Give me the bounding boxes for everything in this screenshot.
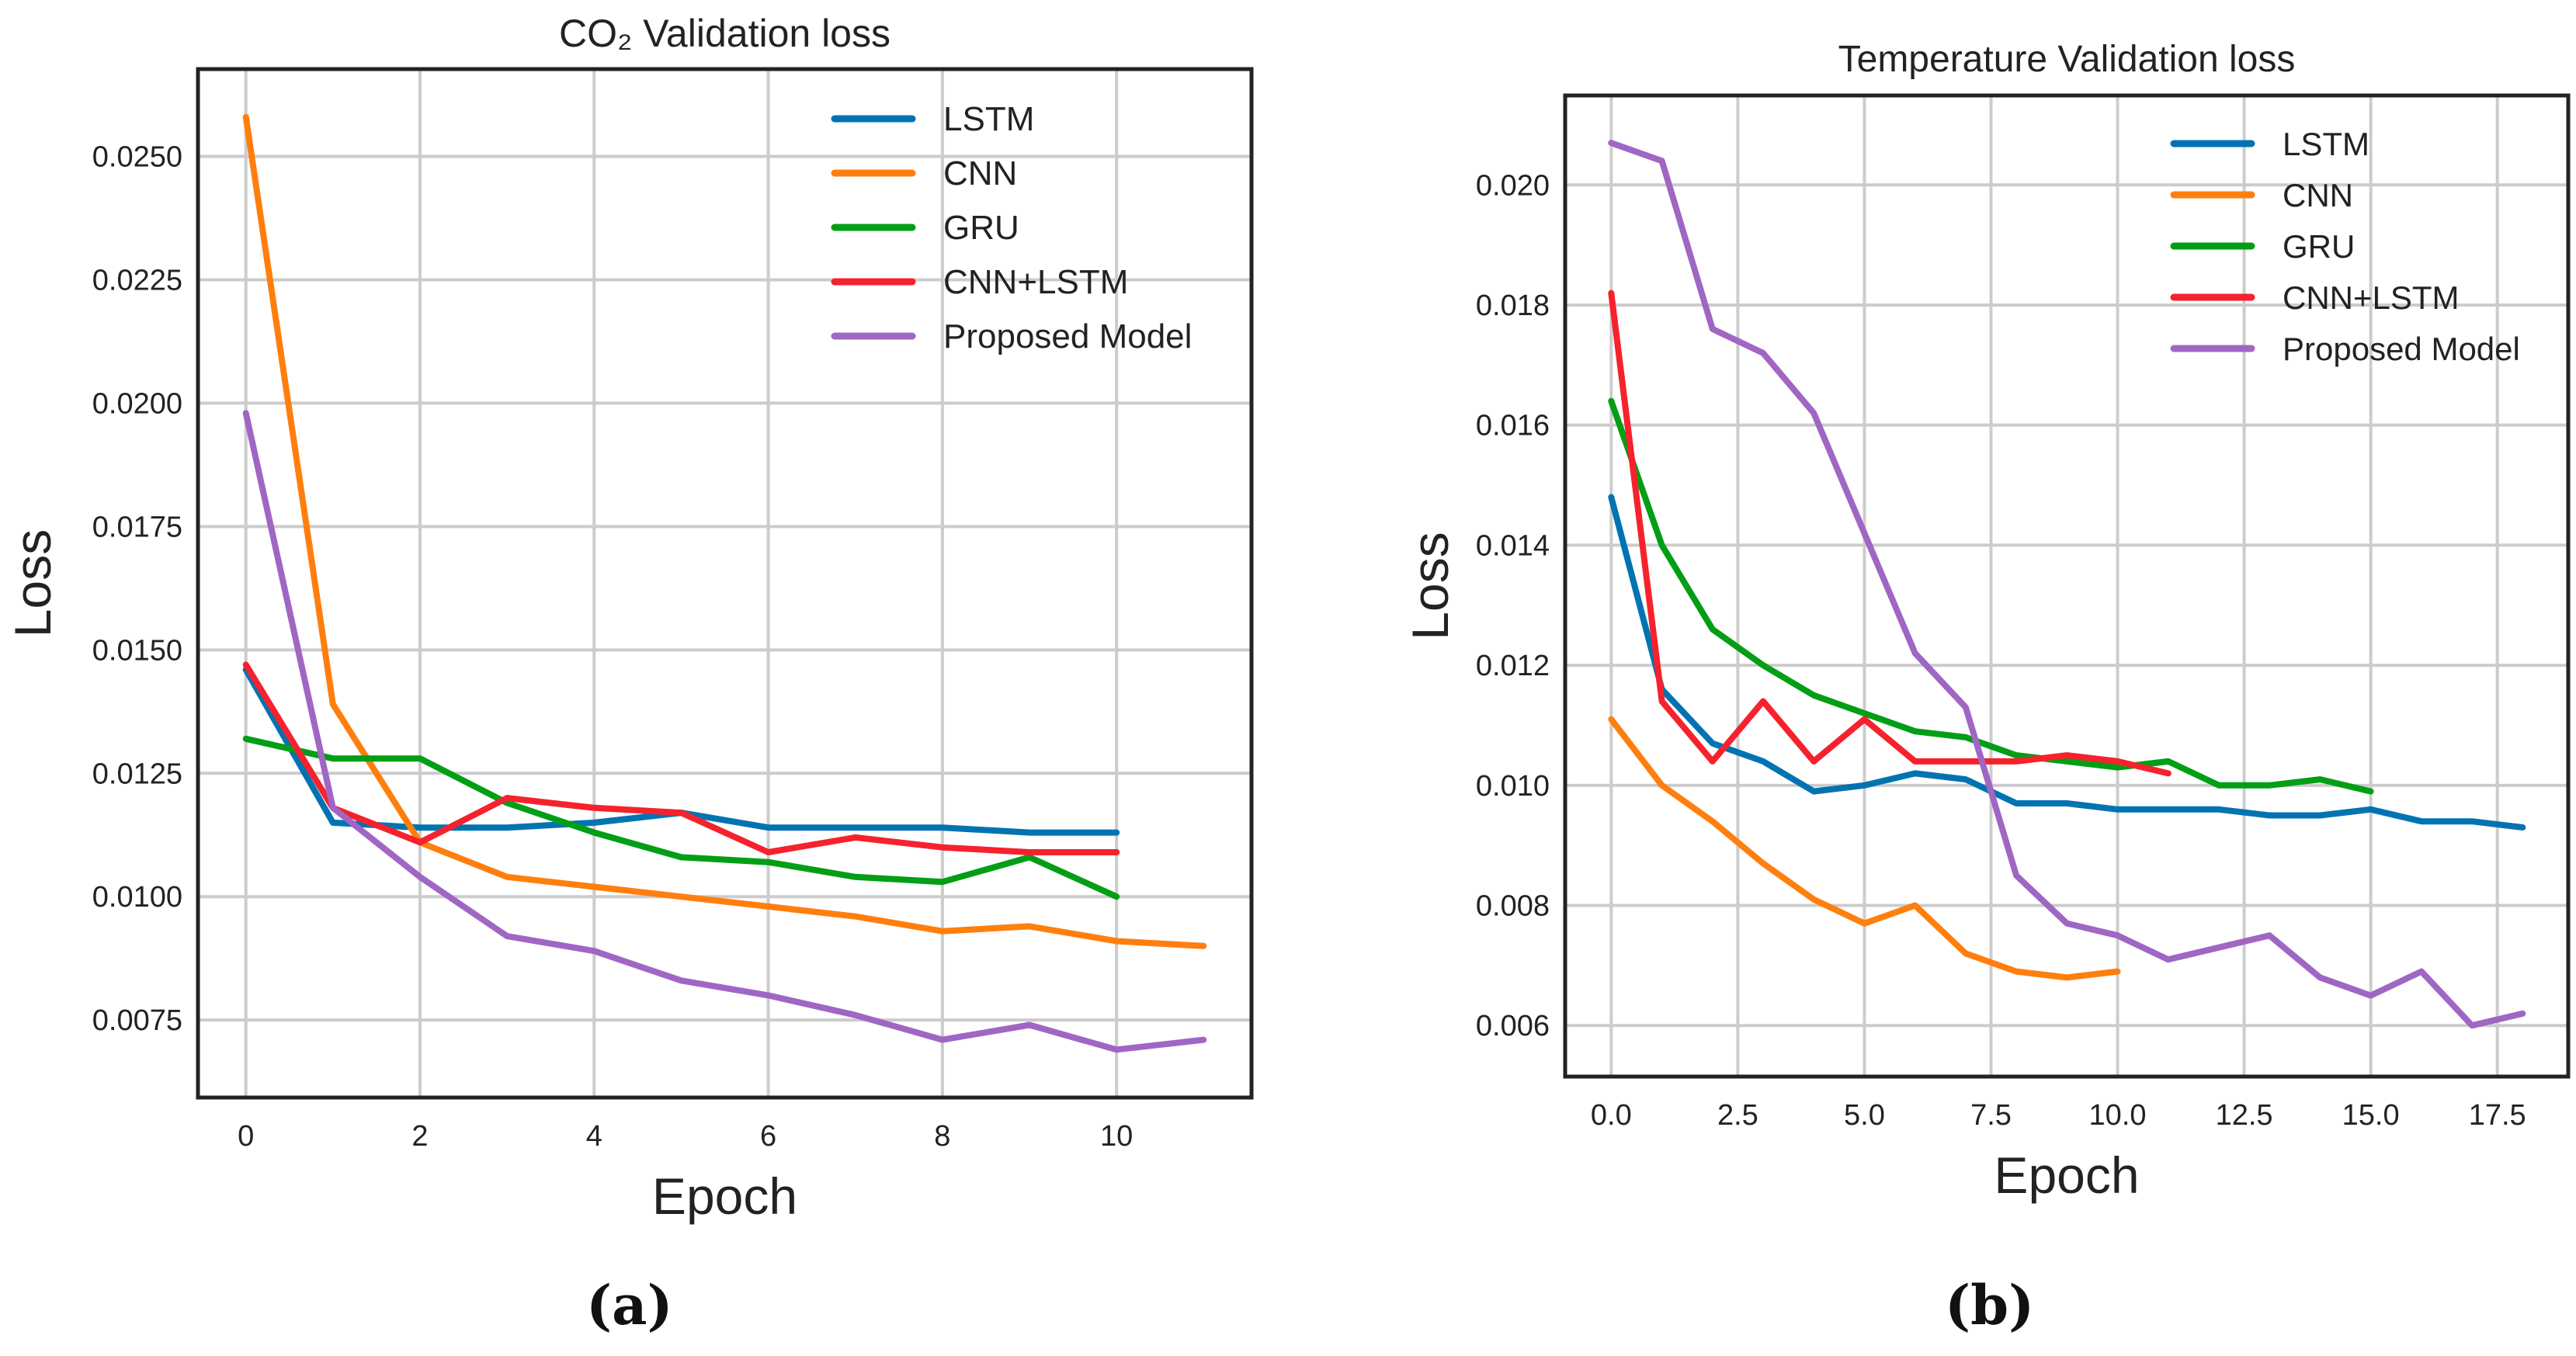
series-line-cnn <box>1608 716 2121 981</box>
series-line-cnn-lstm <box>242 661 1120 855</box>
legend-label: Proposed Model <box>943 317 1192 355</box>
series-line-lstm <box>1608 494 2526 831</box>
y-tick-label: 0.0200 <box>92 387 182 420</box>
legend-label: CNN+LSTM <box>943 263 1128 301</box>
x-tick-label: 8 <box>934 1120 950 1153</box>
series-line-lstm <box>242 666 1120 836</box>
subfigure-label-b: (b) <box>1945 1273 2035 1337</box>
series-line-proposed-model <box>1608 140 2526 1029</box>
legend-label: GRU <box>2283 228 2355 265</box>
x-tick-label: 5.0 <box>1844 1099 1885 1132</box>
y-tick-label: 0.0075 <box>92 1004 182 1037</box>
legend-label: GRU <box>943 209 1019 247</box>
legend-label: Proposed Model <box>2283 331 2520 367</box>
y-tick-label: 0.006 <box>1476 1010 1550 1042</box>
y-tick-label: 0.010 <box>1476 770 1550 803</box>
y-axis-label: Loss <box>4 529 61 637</box>
y-tick-label: 0.020 <box>1476 169 1550 202</box>
series-line-proposed-model <box>242 410 1207 1053</box>
y-tick-label: 0.0100 <box>92 881 182 914</box>
plot-frame <box>1563 93 2571 1079</box>
y-tick-label: 0.012 <box>1476 650 1550 682</box>
x-tick-label: 12.5 <box>2216 1099 2273 1132</box>
x-tick-label: 7.5 <box>1970 1099 2012 1132</box>
x-tick-label: 2.5 <box>1717 1099 1758 1132</box>
legend-label: LSTM <box>943 100 1034 138</box>
legend: LSTM CNN GRU CNN+LSTM Proposed Model <box>831 100 1192 355</box>
chart-temperature: 0.0 2.5 5.0 7.5 10.0 12.5 15.0 17.5 0.006 0.008 0.… <box>1401 39 2571 1204</box>
y-tick-label: 0.0175 <box>92 511 182 543</box>
legend-label: LSTM <box>2283 126 2369 162</box>
subfigure-label-a: (a) <box>586 1273 673 1337</box>
y-tick-label: 0.0250 <box>92 141 182 174</box>
series-line-cnn-lstm <box>1608 290 2172 777</box>
x-tick-label: 0.0 <box>1591 1099 1632 1132</box>
legend-label: CNN <box>2283 177 2353 213</box>
series-line-cnn <box>242 113 1207 949</box>
x-tick-label: 10 <box>1100 1120 1133 1153</box>
x-tick-label: 15.0 <box>2342 1099 2400 1132</box>
y-tick-label: 0.016 <box>1476 410 1550 442</box>
legend: LSTM CNN GRU CNN+LSTM Proposed Model <box>2170 126 2520 367</box>
plot-frame <box>196 67 1254 1100</box>
y-axis-label: Loss <box>1401 532 1459 640</box>
x-tick-label: 2 <box>411 1120 428 1153</box>
y-tick-label: 0.0150 <box>92 634 182 667</box>
x-tick-label: 6 <box>760 1120 776 1153</box>
x-axis-label: Epoch <box>652 1167 797 1225</box>
x-tick-label: 4 <box>586 1120 602 1153</box>
x-axis-label: Epoch <box>1994 1146 2139 1204</box>
chart-title: Temperature Validation loss <box>1838 39 2296 80</box>
x-tick-label: 10.0 <box>2089 1099 2147 1132</box>
y-tick-label: 0.014 <box>1476 529 1550 562</box>
chart-co2: 0 2 4 6 8 10 0.0075 0.0100 0.0125 0.0150 0.0175 0.0… <box>4 12 1254 1225</box>
series-line-gru <box>242 735 1120 900</box>
legend-label: CNN+LSTM <box>2283 279 2460 316</box>
y-tick-label: 0.0225 <box>92 264 182 297</box>
y-tick-label: 0.008 <box>1476 890 1550 923</box>
x-tick-label: 0 <box>238 1120 254 1153</box>
series-line-gru <box>1608 397 2374 795</box>
chart-title: CO₂ Validation loss <box>559 12 890 55</box>
x-tick-label: 17.5 <box>2469 1099 2526 1132</box>
y-tick-label: 0.018 <box>1476 290 1550 322</box>
legend-label: CNN <box>943 154 1017 192</box>
y-tick-label: 0.0125 <box>92 758 182 790</box>
